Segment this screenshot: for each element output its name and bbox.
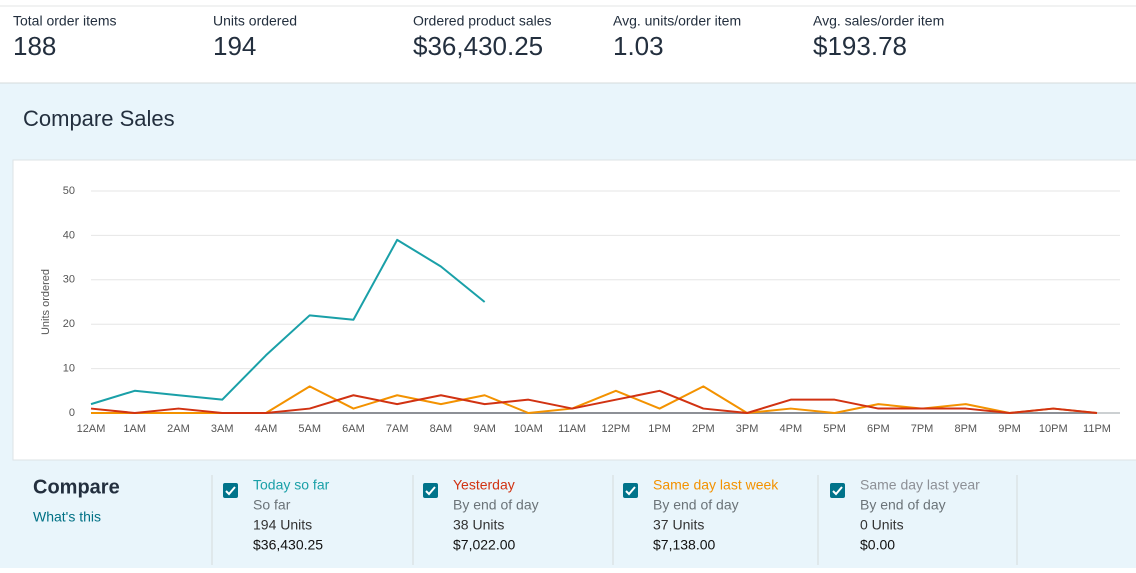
x-tick-label: 10AM — [514, 423, 543, 435]
compare-subtitle: By end of day — [653, 497, 739, 513]
metric-label: Units ordered — [213, 13, 297, 29]
metric-value: $193.78 — [813, 31, 907, 61]
legend-name: Yesterday — [453, 477, 515, 493]
x-tick-label: 12AM — [77, 423, 106, 435]
y-tick-label: 40 — [63, 229, 75, 241]
y-tick-label: 0 — [69, 407, 75, 419]
y-tick-label: 10 — [63, 363, 75, 375]
x-tick-label: 3PM — [736, 423, 759, 435]
checkmark — [625, 486, 636, 496]
metric-label: Avg. sales/order item — [813, 13, 944, 29]
compare-units: 194 Units — [253, 517, 312, 533]
x-tick-label: 9AM — [473, 423, 496, 435]
chart-panel — [12, 159, 1136, 461]
metric-value: 1.03 — [613, 31, 664, 61]
compare-title: Compare — [33, 476, 120, 498]
x-tick-label: 4AM — [255, 423, 278, 435]
legend-name: Today so far — [253, 477, 330, 493]
x-tick-label: 1AM — [123, 423, 146, 435]
x-tick-label: 4PM — [780, 423, 803, 435]
series-line — [90, 238, 486, 406]
checkbox[interactable] — [423, 483, 438, 498]
compare-sales: $7,138.00 — [653, 537, 715, 553]
compare-sales: $7,022.00 — [453, 537, 515, 553]
x-tick-label: 7PM — [911, 423, 934, 435]
x-tick-label: 2AM — [167, 423, 190, 435]
section-title: Compare Sales — [23, 106, 175, 131]
x-tick-label: 6PM — [867, 423, 890, 435]
x-tick-label: 10PM — [1039, 423, 1068, 435]
checkbox[interactable] — [223, 483, 238, 498]
x-tick-label: 9PM — [998, 423, 1021, 435]
compare-sales: $0.00 — [860, 537, 895, 553]
legend-name: Same day last year — [860, 477, 980, 493]
legend-name: Same day last week — [653, 477, 779, 493]
checkbox[interactable] — [830, 483, 845, 498]
metric-label: Avg. units/order item — [613, 13, 741, 29]
compare-units: 38 Units — [453, 517, 504, 533]
metric-label: Ordered product sales — [413, 13, 552, 29]
compare-units: 37 Units — [653, 517, 704, 533]
compare-subtitle: So far — [253, 497, 291, 513]
x-tick-label: 8AM — [430, 423, 453, 435]
y-tick-label: 50 — [63, 185, 75, 197]
whats-this-link[interactable]: What's this — [33, 509, 101, 525]
y-tick-label: 30 — [63, 274, 75, 286]
x-tick-label: 11PM — [1083, 423, 1111, 435]
x-tick-label: 1PM — [648, 423, 671, 435]
x-tick-label: 7AM — [386, 423, 409, 435]
compare-subtitle: By end of day — [860, 497, 946, 513]
compare-sales: $36,430.25 — [253, 537, 323, 553]
checkbox[interactable] — [623, 483, 638, 498]
checkmark — [832, 486, 843, 496]
y-axis-label: Units ordered — [40, 269, 52, 335]
x-tick-label: 2PM — [692, 423, 715, 435]
series-line — [90, 389, 1098, 414]
y-tick-label: 20 — [63, 318, 75, 330]
x-tick-label: 3AM — [211, 423, 234, 435]
metric-value: 188 — [13, 31, 56, 61]
checkmark — [425, 486, 436, 496]
compare-subtitle: By end of day — [453, 497, 539, 513]
x-tick-label: 5PM — [823, 423, 846, 435]
metric-value: $36,430.25 — [413, 31, 543, 61]
checkmark — [225, 486, 236, 496]
x-tick-label: 6AM — [342, 423, 365, 435]
x-tick-label: 11AM — [558, 423, 586, 435]
x-tick-label: 12PM — [601, 423, 630, 435]
compare-units: 0 Units — [860, 517, 904, 533]
metric-label: Total order items — [13, 13, 116, 29]
x-tick-label: 5AM — [298, 423, 321, 435]
metric-value: 194 — [213, 31, 256, 61]
x-tick-label: 8PM — [954, 423, 977, 435]
